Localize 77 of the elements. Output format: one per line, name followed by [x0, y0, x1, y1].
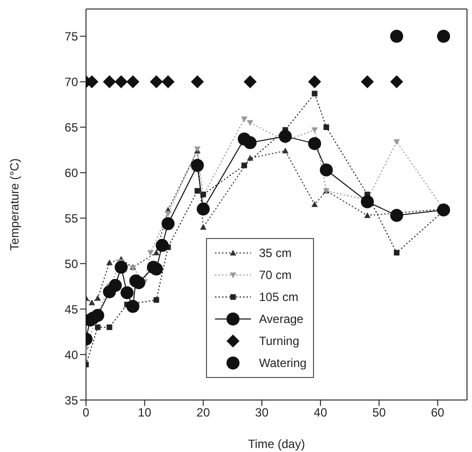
point	[360, 75, 374, 88]
point	[196, 202, 210, 216]
point	[390, 208, 404, 222]
point	[102, 75, 116, 88]
legend-label: 105 cm	[259, 290, 298, 304]
legend-label: Average	[259, 312, 304, 326]
point	[156, 238, 169, 252]
y-tick-label: 50	[64, 256, 78, 271]
point	[437, 203, 450, 216]
y-tick-label: 65	[64, 120, 78, 134]
point	[360, 195, 374, 208]
legend-label: Watering	[259, 356, 307, 370]
point	[246, 120, 254, 126]
point	[244, 75, 257, 88]
point	[241, 116, 248, 122]
point	[91, 308, 104, 322]
point	[126, 300, 140, 313]
point	[126, 75, 140, 88]
point	[190, 75, 204, 88]
point	[394, 250, 400, 256]
point	[393, 139, 400, 145]
point	[164, 211, 172, 217]
x-tick-label: 10	[138, 406, 152, 420]
y-tick-label: 75	[64, 30, 78, 44]
x-tick-label: 20	[196, 406, 210, 420]
x-axis-title: Time (day)	[248, 437, 305, 451]
point	[153, 249, 160, 256]
point	[364, 212, 371, 218]
point	[194, 188, 200, 194]
y-tick-label: 35	[64, 393, 78, 408]
point	[324, 124, 330, 130]
x-tick-label: 40	[314, 406, 328, 420]
point	[311, 201, 318, 208]
legend-label: 35 cm	[259, 246, 292, 260]
point	[150, 75, 163, 88]
point	[308, 75, 322, 88]
y-tick-label: 40	[64, 348, 78, 362]
point	[106, 324, 112, 330]
point	[200, 224, 206, 230]
point	[114, 260, 128, 274]
point	[246, 154, 254, 161]
point	[108, 278, 122, 292]
point	[162, 217, 175, 230]
point	[94, 294, 101, 301]
point	[241, 162, 248, 168]
point	[320, 163, 333, 176]
y-axis-title: Temperature (°C)	[7, 158, 22, 251]
point	[278, 130, 292, 143]
point	[282, 148, 288, 154]
point	[94, 324, 101, 330]
legend-label: Turning	[259, 334, 300, 348]
point	[390, 30, 404, 43]
y-tick-label: 45	[64, 302, 78, 316]
point	[162, 75, 175, 88]
point	[308, 137, 322, 150]
point	[88, 300, 96, 306]
point	[114, 75, 128, 88]
point	[147, 250, 154, 256]
x-tick-label: 50	[372, 406, 386, 420]
point	[150, 262, 163, 276]
point	[154, 297, 160, 303]
x-tick-label: 0	[82, 406, 90, 420]
y-tick-label: 70	[64, 75, 78, 90]
point	[132, 276, 146, 290]
point	[190, 158, 204, 172]
point	[311, 127, 318, 134]
legend-label: 70 cm	[259, 268, 292, 282]
point	[312, 90, 318, 96]
point	[106, 259, 113, 266]
point	[437, 30, 450, 43]
x-tick-label: 30	[255, 406, 269, 420]
point	[244, 136, 257, 150]
y-tick-label: 55	[64, 211, 78, 226]
point	[120, 286, 134, 300]
y-tick-label: 60	[64, 166, 78, 180]
point	[390, 75, 404, 88]
x-tick-label: 60	[431, 406, 445, 420]
